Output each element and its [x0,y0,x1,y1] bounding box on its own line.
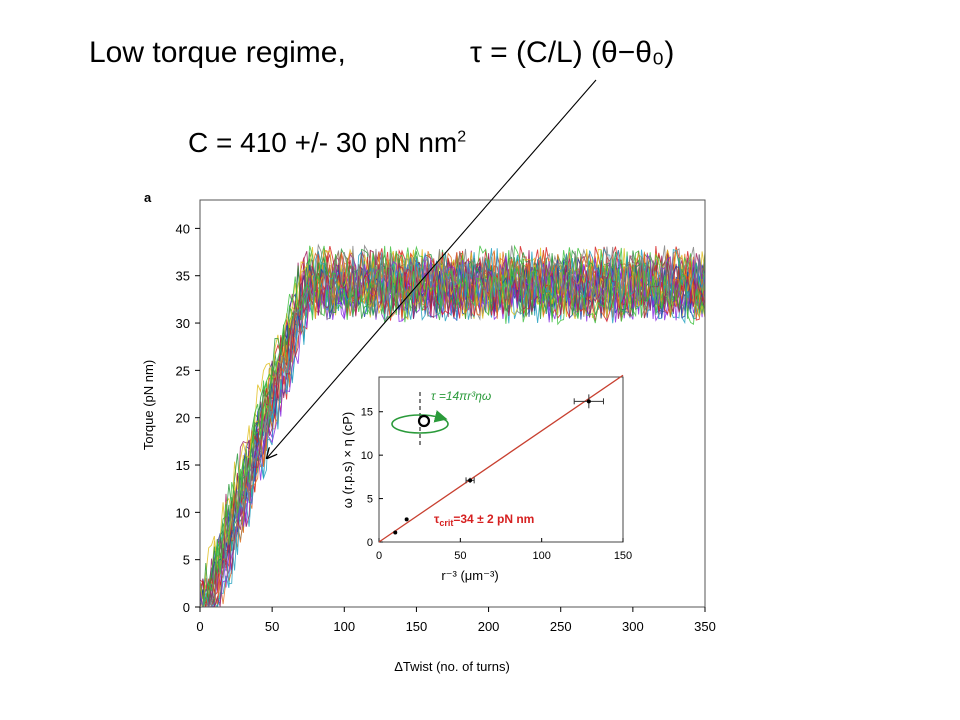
inset-x-tick-label: 50 [454,550,466,562]
x-tick-label: 0 [196,619,203,634]
y-tick-label: 30 [176,316,190,331]
tau-crit-subscript: crit [439,518,453,528]
x-axis-label: ΔTwist (no. of turns) [394,659,510,674]
y-tick-label: 20 [176,411,190,426]
data-point [468,478,473,483]
x-tick-label: 300 [622,619,644,634]
inset-y-tick-label: 0 [367,537,373,549]
c-value-exponent: 2 [457,128,467,146]
torque-trace [200,267,705,607]
inset-x-ticks: 0 50 100 150 [376,538,632,562]
c-value-text: C = 410 +/- 30 pN nm [188,127,458,158]
y-tick-label: 0 [183,600,190,615]
y-axis-label: Torque (pN nm) [141,360,156,450]
x-axis-ticks: 0 50 100 150 200 250 300 350 [196,607,716,634]
tau-crit-symbol: τ [434,512,440,526]
bead-icon [417,414,431,428]
fit-line [378,374,624,543]
torque-chart: a 0 50 100 150 200 250 300 350 0510152025303540… [141,190,716,674]
rotation-bead-illustration [391,392,449,446]
slide-title: Low torque regime, [89,36,346,69]
data-point [586,399,591,404]
inset-y-tick-label: 10 [361,450,373,462]
inset-y-label: ω (r.p.s) × η (cP) [340,412,355,508]
x-tick-label: 350 [694,619,716,634]
y-tick-label: 10 [176,505,190,520]
inset-y-tick-label: 5 [367,494,373,506]
inset-x-tick-label: 150 [614,550,632,562]
panel-label: a [144,190,152,205]
x-tick-label: 50 [265,619,279,634]
y-tick-label: 15 [176,458,190,473]
inset-x-tick-label: 0 [376,550,382,562]
plot-frame [199,199,706,608]
x-tick-label: 100 [333,619,355,634]
data-point [393,530,398,535]
inset-chart: 0 50 100 150 0 5 10 15 τ =14πr³ηω τcrit=34 ± 2… [340,370,637,583]
inset-y-tick-label: 15 [361,407,373,419]
x-tick-label: 200 [478,619,500,634]
inset-y-ticks: 0 5 10 15 [361,407,383,549]
rotation-arrow-icon [391,414,449,434]
equation-text: τ =14πr³ηω [431,389,491,403]
torque-formula: τ = (C/L) (θ−θ₀) [470,36,675,69]
y-axis-ticks: 0 5 10 15 20 25 30 35 40 [176,221,200,615]
inset-x-tick-label: 100 [532,550,550,562]
x-tick-label: 150 [406,619,428,634]
inset-x-label: r⁻³ (μm⁻³) [441,568,498,583]
y-tick-label: 40 [176,221,190,236]
x-tick-label: 250 [550,619,572,634]
data-point [404,517,409,522]
tau-crit-text: τcrit=34 ± 2 pN nm [434,512,534,528]
tau-crit-value: =34 ± 2 pN nm [453,512,534,526]
y-tick-label: 25 [176,363,190,378]
torque-traces [200,243,705,607]
inset-points [393,394,604,535]
annotation-arrow [267,79,597,458]
rotation-arrowhead-icon [433,410,448,423]
y-tick-label: 5 [183,553,190,568]
y-tick-label: 35 [176,269,190,284]
c-value: C = 410 +/- 30 pN nm2 [188,127,466,159]
